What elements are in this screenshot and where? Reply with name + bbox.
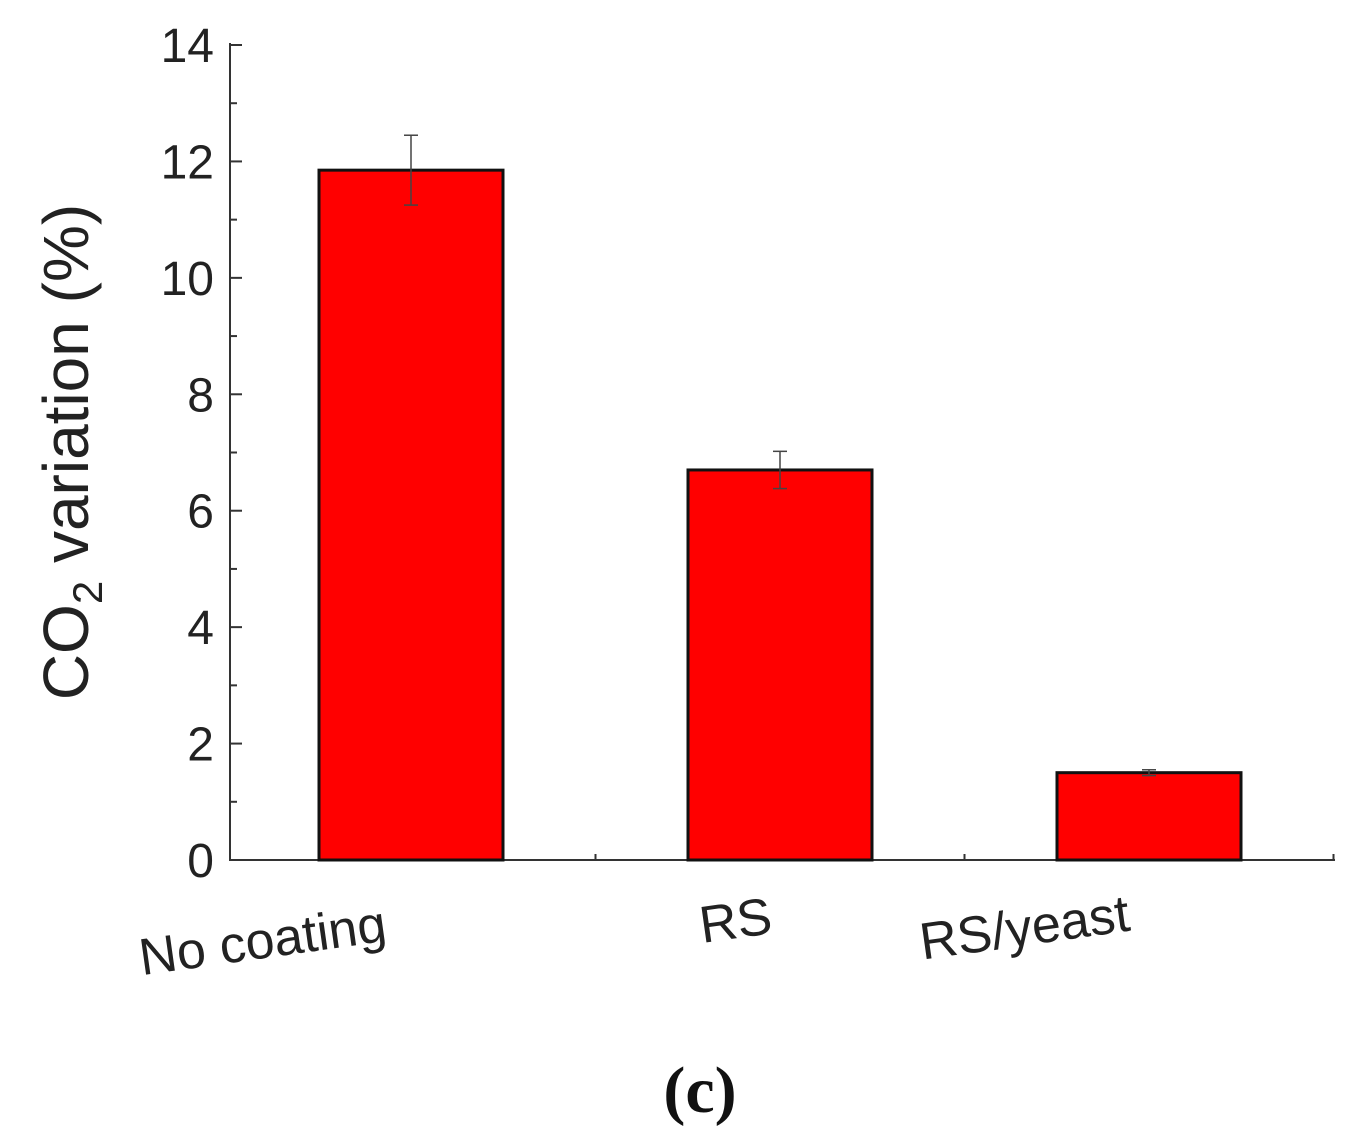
y-tick-label: 4 bbox=[187, 602, 214, 655]
y-axis-label: CO2 variation (%) bbox=[30, 204, 111, 700]
y-tick-label: 10 bbox=[161, 253, 214, 306]
bars bbox=[317, 134, 1243, 862]
y-axis-label-main: CO bbox=[30, 604, 102, 700]
y-tick-label: 0 bbox=[187, 835, 214, 888]
bar bbox=[1055, 771, 1243, 862]
y-tick-label: 8 bbox=[187, 369, 214, 422]
y-tick-label: 2 bbox=[187, 719, 214, 772]
category-labels: No coating RS RS/yeast bbox=[136, 885, 1134, 987]
y-tick-label: 12 bbox=[161, 136, 214, 189]
panel-label: (c) bbox=[663, 1054, 736, 1127]
y-tick-label: 14 bbox=[161, 20, 214, 73]
y-tick-label: 6 bbox=[187, 486, 214, 539]
y-axis: 0 2 4 6 8 10 12 14 bbox=[161, 20, 242, 888]
bar bbox=[317, 168, 505, 862]
category-label: RS/yeast bbox=[916, 885, 1134, 972]
bar bbox=[686, 468, 874, 862]
y-axis-label-subscript: 2 bbox=[64, 581, 111, 604]
category-label: No coating bbox=[136, 895, 390, 987]
y-axis-label-rest: variation (%) bbox=[30, 204, 102, 581]
category-label: RS bbox=[696, 887, 776, 954]
